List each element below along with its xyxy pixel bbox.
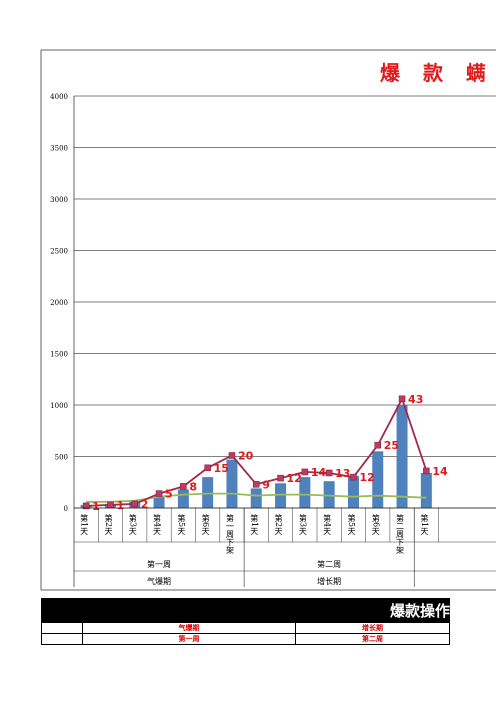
x-tick-label: 第2天 <box>274 513 283 536</box>
bar <box>299 477 311 508</box>
data-label: 8 <box>189 480 197 493</box>
x-tick-label: 第1天 <box>250 513 259 536</box>
y-tick-label: 500 <box>55 454 68 462</box>
table-cell <box>41 633 83 645</box>
line-point <box>228 452 236 459</box>
bar <box>226 459 238 508</box>
line-point <box>204 464 211 472</box>
bar <box>250 488 262 508</box>
line-point <box>325 469 333 477</box>
table-cell <box>41 622 83 634</box>
data-label: 2 <box>141 498 149 511</box>
line-point <box>253 481 260 488</box>
section-band: 爆款操作 <box>41 598 450 622</box>
table-row: 气爆期 增长期 <box>41 622 450 634</box>
x-tick-label: 第4天 <box>153 513 162 536</box>
x-tick-label: 第3天 <box>298 513 307 536</box>
chart-title: 爆 款 螨 <box>380 61 494 85</box>
x-tick-label: 第1天 <box>80 513 89 536</box>
bar <box>420 472 432 508</box>
table-cell: 第一周 <box>82 633 296 645</box>
chart-svg: 爆 款 螨 0 500 1000 1500 2000 2500 3000 3500 4000 1… <box>40 49 496 591</box>
data-label: 20 <box>238 449 254 462</box>
table-cell: 增长期 <box>295 622 450 634</box>
bar <box>347 476 359 508</box>
bar <box>153 495 165 508</box>
table-cell: 第二周 <box>295 633 450 645</box>
data-label: 25 <box>384 439 399 452</box>
bar <box>323 481 335 508</box>
table-cell: 气爆期 <box>82 622 296 634</box>
y-tick-label: 2000 <box>50 299 68 307</box>
data-label: 15 <box>214 462 229 475</box>
data-label: 1 <box>92 500 100 513</box>
x-tick-label: 第一周下架 <box>225 513 234 555</box>
line-point <box>350 473 357 481</box>
y-tick-label: 2500 <box>50 248 68 256</box>
y-tick-label: 1000 <box>50 402 68 410</box>
y-tick-label: 4000 <box>50 93 68 101</box>
x-tick-label: 第4天 <box>323 513 332 536</box>
y-tick-label: 1500 <box>50 351 68 359</box>
chart-frame: 爆 款 螨 0 500 1000 1500 2000 2500 3000 3500 4000 1… <box>40 49 496 591</box>
data-label: 13 <box>335 467 350 480</box>
x-tick-label: 第5天 <box>177 513 186 536</box>
y-tick-label: 0 <box>64 505 68 513</box>
line-point <box>277 474 284 482</box>
line-point <box>423 467 430 475</box>
data-label: 1 <box>116 499 124 512</box>
x-tick-label: 第1天 <box>420 513 429 536</box>
x-tick-label: 第6天 <box>201 513 210 536</box>
data-label: 14 <box>432 465 448 478</box>
week-label: 第二周 <box>317 559 341 569</box>
green-series-line <box>86 492 427 503</box>
line-point <box>107 501 114 509</box>
x-tick-label: 第3天 <box>128 513 137 536</box>
x-tick-label: 第2天 <box>104 513 113 536</box>
line-point <box>301 468 309 476</box>
bar <box>396 405 408 508</box>
x-tick-label: 第6天 <box>371 513 380 536</box>
y-tick-label: 3000 <box>50 196 68 204</box>
phase-label: 增长期 <box>317 576 341 586</box>
data-label: 14 <box>311 466 327 479</box>
bar <box>275 483 287 508</box>
band-title: 爆款操作 <box>389 602 450 620</box>
data-label: 43 <box>408 393 423 406</box>
line-point <box>374 441 381 449</box>
data-label: 12 <box>359 471 374 484</box>
line-point <box>131 500 138 508</box>
bar <box>177 489 189 508</box>
phase-label: 气爆期 <box>147 576 171 586</box>
data-label: 12 <box>287 472 302 485</box>
line-point <box>82 502 90 510</box>
data-label: 5 <box>165 488 173 501</box>
x-tick-label: 第5天 <box>347 513 356 536</box>
line-point <box>155 490 163 497</box>
chart-border <box>40 49 496 591</box>
bar <box>372 451 384 508</box>
line-point <box>398 395 406 403</box>
week-label: 第一周 <box>147 559 171 569</box>
table-row: 第一周 第二周 <box>41 633 450 645</box>
data-label: 9 <box>262 478 270 491</box>
line-point <box>180 483 187 490</box>
y-tick-label: 3500 <box>50 145 68 153</box>
bar <box>202 477 214 508</box>
x-tick-label: 第二周下架 <box>396 513 405 555</box>
info-table: 气爆期 增长期 第一周 第二周 <box>41 622 450 645</box>
